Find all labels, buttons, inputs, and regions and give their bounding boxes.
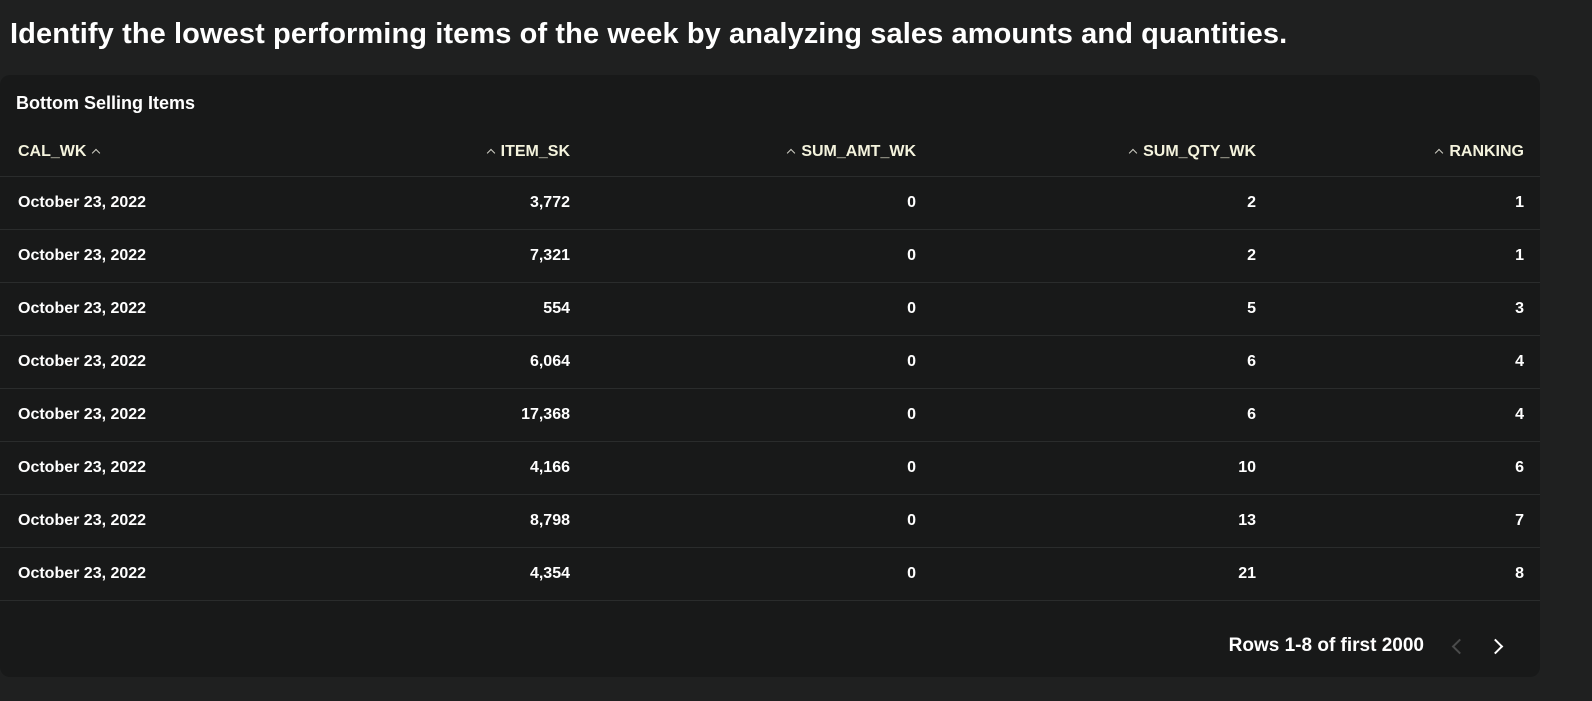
cell-sum-amt-wk: 0: [907, 194, 916, 211]
table-row: October 23, 2022 7,321 0 2 1: [0, 230, 1540, 283]
column-header-cal-wk[interactable]: CAL_WK: [18, 127, 318, 176]
cell-cal-wk: October 23, 2022: [18, 247, 147, 264]
column-header-label: SUM_AMT_WK: [801, 142, 916, 160]
page-title: Identify the lowest performing items of …: [10, 18, 1288, 50]
table-row: October 23, 2022 8,798 0 13 7: [0, 495, 1540, 548]
cell-sum-qty-wk: 21: [1238, 565, 1256, 582]
column-header-sum-amt-wk[interactable]: SUM_AMT_WK: [570, 127, 916, 176]
cell-sum-qty-wk: 6: [1247, 353, 1256, 370]
table-header-row: CAL_WK ITEM_SK SUM_AMT_WK SUM_QTY_WK RAN…: [0, 127, 1540, 177]
chevron-left-icon: [1451, 638, 1467, 654]
cell-cal-wk: October 23, 2022: [18, 300, 147, 317]
cell-ranking: 3: [1515, 300, 1524, 317]
cell-cal-wk: October 23, 2022: [18, 565, 147, 582]
column-header-label: RANKING: [1449, 142, 1524, 160]
column-header-label: ITEM_SK: [500, 142, 570, 160]
cell-sum-amt-wk: 0: [907, 247, 916, 264]
cell-item-sk: 554: [543, 300, 570, 317]
cell-sum-amt-wk: 0: [907, 353, 916, 370]
cell-sum-amt-wk: 0: [907, 565, 916, 582]
cell-ranking: 7: [1515, 512, 1524, 529]
results-table: CAL_WK ITEM_SK SUM_AMT_WK SUM_QTY_WK RAN…: [0, 127, 1540, 601]
sort-ascending-icon[interactable]: [485, 147, 497, 157]
card-title: Bottom Selling Items: [16, 93, 196, 113]
table-row: October 23, 2022 17,368 0 6 4: [0, 389, 1540, 442]
previous-page-button[interactable]: [1442, 631, 1472, 661]
cell-item-sk: 3,772: [529, 194, 570, 211]
cell-ranking: 6: [1515, 459, 1524, 476]
cell-item-sk: 8,798: [529, 512, 570, 529]
table-row: October 23, 2022 554 0 5 3: [0, 283, 1540, 336]
chevron-right-icon: [1487, 638, 1503, 654]
cell-sum-qty-wk: 10: [1238, 459, 1256, 476]
cell-sum-qty-wk: 2: [1247, 247, 1256, 264]
cell-ranking: 1: [1515, 194, 1524, 211]
table-row: October 23, 2022 4,354 0 21 8: [0, 548, 1540, 601]
cell-sum-amt-wk: 0: [907, 406, 916, 423]
cell-cal-wk: October 23, 2022: [18, 194, 147, 211]
cell-sum-amt-wk: 0: [907, 300, 916, 317]
cell-cal-wk: October 23, 2022: [18, 512, 147, 529]
sort-ascending-icon[interactable]: [785, 147, 797, 157]
sort-ascending-icon[interactable]: [1127, 147, 1139, 157]
cell-ranking: 8: [1515, 565, 1524, 582]
cell-cal-wk: October 23, 2022: [18, 406, 147, 423]
column-header-ranking[interactable]: RANKING: [1256, 127, 1524, 176]
sort-ascending-icon[interactable]: [1433, 147, 1445, 157]
cell-cal-wk: October 23, 2022: [18, 353, 147, 370]
cell-item-sk: 4,166: [529, 459, 570, 476]
cell-sum-qty-wk: 5: [1247, 300, 1256, 317]
column-header-label: CAL_WK: [18, 142, 87, 160]
cell-sum-qty-wk: 2: [1247, 194, 1256, 211]
cell-item-sk: 6,064: [529, 353, 570, 370]
table-row: October 23, 2022 6,064 0 6 4: [0, 336, 1540, 389]
next-page-button[interactable]: [1482, 631, 1512, 661]
table-row: October 23, 2022 4,166 0 10 6: [0, 442, 1540, 495]
table-row: October 23, 2022 3,772 0 2 1: [0, 177, 1540, 230]
cell-ranking: 1: [1515, 247, 1524, 264]
cell-sum-qty-wk: 6: [1247, 406, 1256, 423]
rows-info: Rows 1-8 of first 2000: [1228, 635, 1424, 656]
column-header-item-sk[interactable]: ITEM_SK: [320, 127, 570, 176]
sort-ascending-icon[interactable]: [90, 147, 102, 157]
cell-sum-qty-wk: 13: [1238, 512, 1256, 529]
cell-cal-wk: October 23, 2022: [18, 459, 147, 476]
column-header-sum-qty-wk[interactable]: SUM_QTY_WK: [916, 127, 1256, 176]
cell-item-sk: 4,354: [529, 565, 570, 582]
column-header-label: SUM_QTY_WK: [1143, 142, 1256, 160]
cell-ranking: 4: [1515, 406, 1524, 423]
cell-sum-amt-wk: 0: [907, 459, 916, 476]
cell-item-sk: 17,368: [521, 406, 570, 423]
pagination: Rows 1-8 of first 2000: [1229, 631, 1512, 661]
cell-ranking: 4: [1515, 353, 1524, 370]
cell-sum-amt-wk: 0: [907, 512, 916, 529]
cell-item-sk: 7,321: [529, 247, 570, 264]
results-card: Bottom Selling Items CAL_WK ITEM_SK SUM_…: [0, 75, 1540, 677]
